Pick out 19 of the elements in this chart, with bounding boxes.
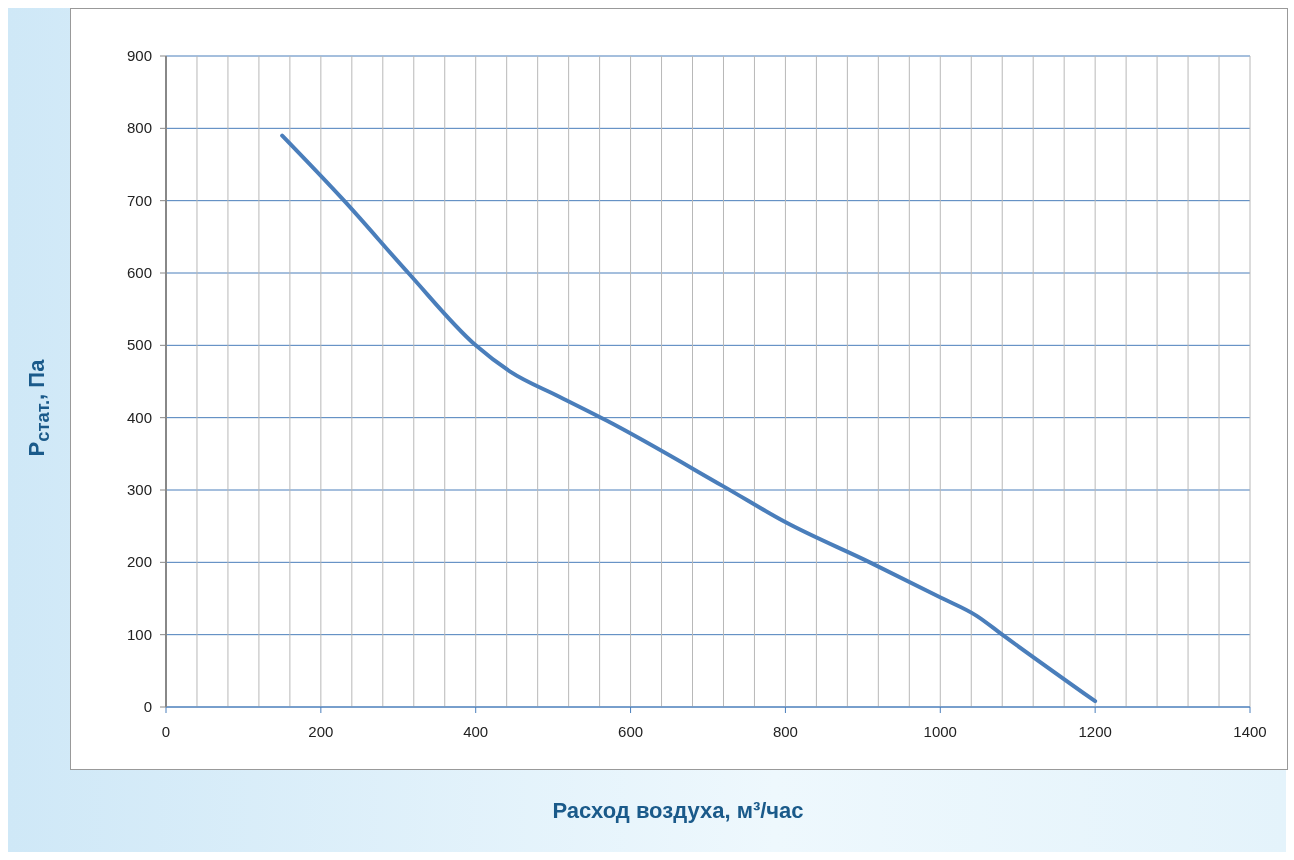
x-tick-label: 800	[772, 723, 798, 740]
y-tick-label: 300	[126, 481, 152, 498]
y-tick-label: 200	[126, 553, 152, 571]
x-tick-label: 1400	[1233, 723, 1267, 740]
x-tick-label: 400	[463, 723, 489, 740]
x-tick-label: 1200	[1078, 723, 1112, 740]
y-tick-label: 900	[126, 47, 152, 64]
x-tick-label: 0	[161, 723, 171, 740]
x-tick-label: 1000	[923, 723, 957, 740]
y-tick-label: 0	[143, 698, 152, 715]
y-tick-label: 600	[126, 264, 152, 281]
x-axis-title: Расход воздуха, м³/час	[551, 798, 805, 824]
y-tick-label: 700	[126, 191, 152, 209]
y-tick-label: 800	[126, 119, 152, 137]
y-tick-label: 400	[126, 408, 152, 426]
y-tick-label: 500	[126, 336, 152, 354]
x-tick-label: 600	[618, 723, 644, 740]
y-tick-label: 100	[126, 625, 152, 643]
x-tick-label: 200	[308, 723, 334, 740]
